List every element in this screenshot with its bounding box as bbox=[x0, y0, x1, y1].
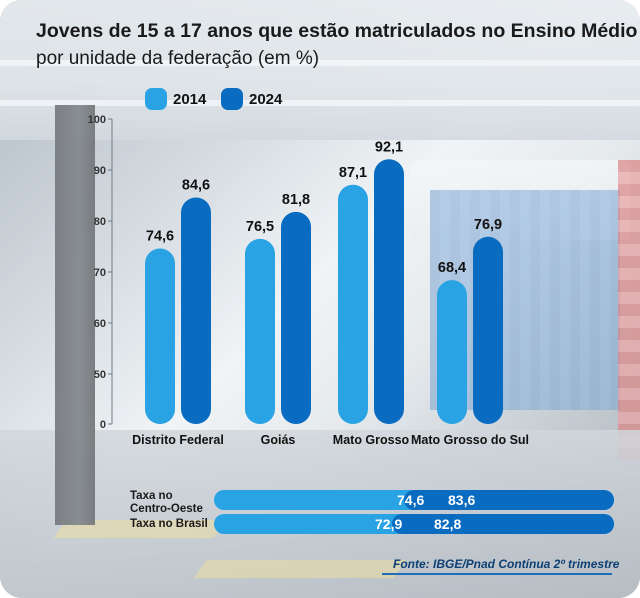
y-tick-label: 0 bbox=[100, 419, 106, 431]
bar-2014-1 bbox=[245, 238, 275, 424]
x-category-label: Mato Grosso do Sul bbox=[411, 433, 529, 447]
bar-value-label: 76,9 bbox=[474, 217, 502, 233]
summary-row-label-line: Centro-Oeste bbox=[130, 503, 203, 515]
bar-value-label: 68,4 bbox=[438, 260, 466, 276]
bar-value-label: 84,6 bbox=[182, 178, 210, 194]
y-tick-label: 90 bbox=[94, 165, 106, 177]
x-category-label: Mato Grosso bbox=[333, 433, 410, 447]
background-roof-beam bbox=[0, 60, 640, 66]
summary-value-brasil-2024: 82,8 bbox=[434, 516, 462, 532]
chart-subtitle: por unidade da federação (em %) bbox=[36, 48, 320, 69]
summary-value-brasil-2014: 72,9 bbox=[375, 516, 403, 532]
y-tick-label: 60 bbox=[94, 318, 106, 330]
x-category-label: Distrito Federal bbox=[132, 433, 224, 447]
summary-row-label-brasil: Taxa no Brasil bbox=[130, 518, 208, 531]
summary-pill-brasil-2024 bbox=[392, 514, 614, 534]
y-tick-label: 50 bbox=[94, 369, 106, 381]
summary-row-label-line: Taxa no bbox=[130, 490, 173, 502]
bar-2024-2 bbox=[374, 159, 404, 425]
background-roof bbox=[0, 0, 640, 140]
legend-label-2024: 2024 bbox=[249, 90, 283, 108]
bar-2014-3 bbox=[437, 280, 467, 424]
source-note: Fonte: IBGE/Pnad Contínua 2º trimestre bbox=[393, 557, 620, 571]
y-tick-label: 80 bbox=[94, 216, 106, 228]
bar-value-label: 74,6 bbox=[146, 229, 174, 245]
x-category-label: Goiás bbox=[261, 433, 296, 447]
bar-2014-0 bbox=[145, 248, 175, 424]
bar-2014-2 bbox=[338, 184, 368, 424]
y-tick-label: 100 bbox=[88, 114, 106, 126]
legend-item-2014: 2014 bbox=[145, 88, 206, 110]
background-pillar bbox=[55, 105, 95, 525]
background-roof-beam bbox=[0, 100, 640, 106]
background-red-railing bbox=[618, 160, 640, 460]
summary-row-label-centro-oeste: Taxa no Centro-Oeste bbox=[130, 490, 203, 516]
bar-2024-3 bbox=[473, 236, 503, 424]
bar-2024-1 bbox=[281, 211, 311, 424]
source-underline bbox=[382, 573, 612, 575]
summary-value-centro-oeste-2014: 74,6 bbox=[397, 492, 425, 508]
legend-label-2014: 2014 bbox=[173, 90, 207, 108]
summary-value-centro-oeste-2024: 83,6 bbox=[448, 492, 476, 508]
chart-title: Jovens de 15 a 17 anos que estão matricu… bbox=[36, 20, 638, 42]
y-tick-label: 70 bbox=[94, 267, 106, 279]
legend-item-2024: 2024 bbox=[221, 88, 282, 110]
summary-row-label-line: Taxa no Brasil bbox=[130, 518, 208, 530]
bar-value-label: 92,1 bbox=[375, 139, 403, 155]
bar-value-label: 81,8 bbox=[282, 192, 310, 208]
legend-swatch-2024 bbox=[221, 88, 243, 110]
bar-2024-0 bbox=[181, 197, 211, 424]
summary-pill-centro-oeste-2024 bbox=[404, 490, 614, 510]
bar-value-label: 76,5 bbox=[246, 219, 274, 235]
bar-value-label: 87,1 bbox=[339, 165, 367, 181]
legend-swatch-2014 bbox=[145, 88, 167, 110]
